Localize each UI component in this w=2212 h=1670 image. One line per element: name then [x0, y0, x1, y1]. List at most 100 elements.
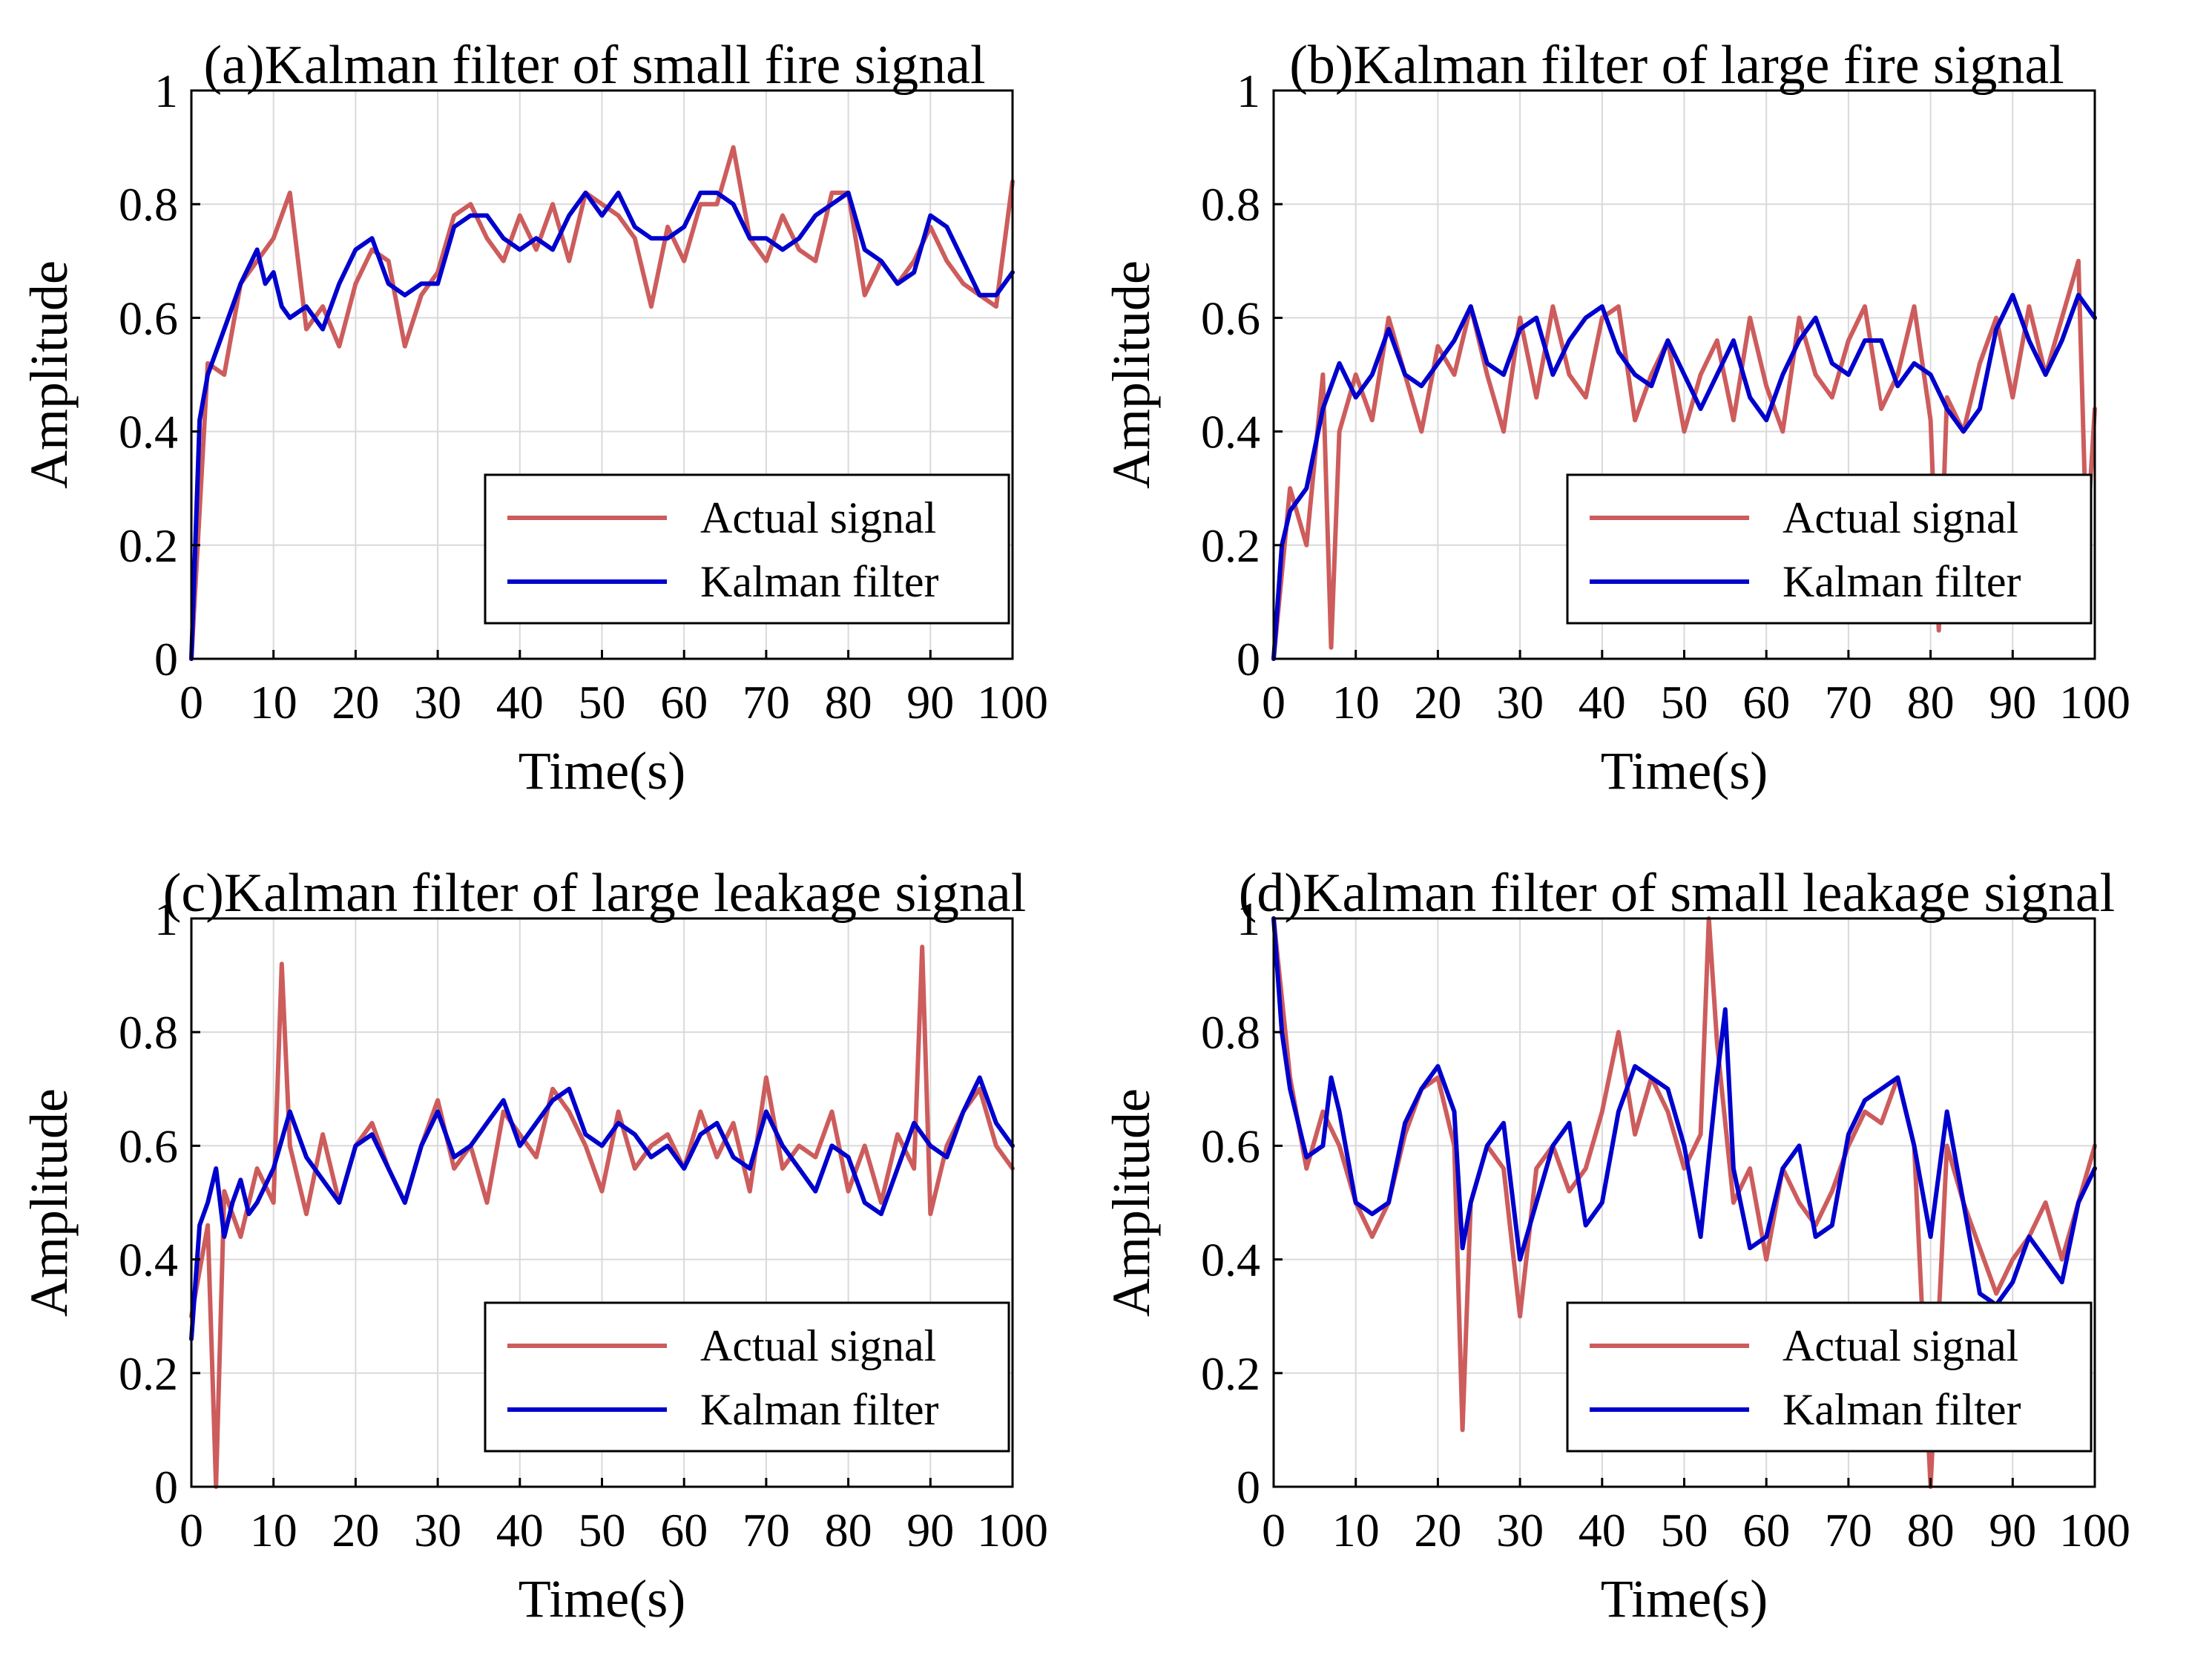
x-tick-label: 30 [1496, 676, 1544, 729]
legend: Actual signal Kalman filter [484, 1301, 1010, 1453]
legend-label-actual-signal: Actual signal [700, 493, 936, 542]
y-tick-label: 1 [154, 65, 178, 117]
y-tick-label: 0.4 [1201, 1234, 1260, 1286]
x-axis-label: Time(s) [1601, 741, 1768, 801]
x-tick-label: 80 [1907, 1504, 1955, 1556]
legend-label-kalman-filter: Kalman filter [1783, 1385, 2021, 1434]
panel-b: 0 10 20 30 40 50 60 70 80 90 100 0 0.2 0.4 0.6 0.8 1 (b)K… [1102, 35, 2130, 801]
y-tick-label: 0 [154, 633, 178, 686]
y-tick-label: 1 [1237, 892, 1260, 945]
y-tick-label: 0.8 [1201, 178, 1260, 231]
x-tick-label: 100 [2059, 676, 2130, 729]
y-tick-label: 0.4 [1201, 406, 1260, 458]
x-tick-label: 60 [660, 676, 708, 729]
y-tick-label: 0.4 [119, 1234, 178, 1286]
x-tick-label: 70 [743, 1504, 790, 1556]
x-tick-label: 30 [414, 1504, 461, 1556]
series-kalman-filter-line [189, 1075, 1015, 1341]
x-axis-label: Time(s) [1601, 1569, 1768, 1628]
y-tick-label: 0.4 [119, 406, 178, 458]
y-tick-label: 0.6 [119, 292, 178, 344]
y-axis-label: Amplitude [19, 260, 79, 489]
y-tick-label: 0.6 [119, 1120, 178, 1172]
series-actual-signal-line [189, 944, 1015, 1489]
x-tick-label: 0 [180, 1504, 203, 1556]
y-tick-label: 1 [154, 892, 178, 945]
y-tick-label: 0 [1237, 1461, 1260, 1513]
x-tick-label: 60 [1742, 1504, 1790, 1556]
x-tick-label: 50 [579, 1504, 626, 1556]
legend-label-actual-signal: Actual signal [700, 1321, 936, 1370]
panel-c: 0 10 20 30 40 50 60 70 80 90 100 0 0.2 0.4 0.6 0.8 1(c)K… [19, 863, 1048, 1628]
x-tick-label: 80 [825, 676, 872, 729]
chart-title: (d)Kalman filter of small leakage signal [1239, 863, 2116, 924]
y-tick-label: 0.2 [119, 1347, 178, 1400]
x-tick-label: 90 [1989, 1504, 2036, 1556]
y-axis-label: Amplitude [19, 1088, 79, 1317]
series-kalman-filter-line [1271, 292, 2097, 661]
x-tick-label: 10 [1332, 1504, 1380, 1556]
y-tick-label: 0.2 [1201, 1347, 1260, 1400]
legend-label-actual-signal: Actual signal [1783, 1321, 2018, 1370]
x-tick-label: 10 [1332, 676, 1380, 729]
y-tick-label: 0.2 [119, 519, 178, 572]
x-tick-label: 40 [1579, 1504, 1626, 1556]
y-tick-label: 1 [1237, 65, 1260, 117]
x-tick-label: 0 [1262, 676, 1286, 729]
series-kalman-filter-line [189, 190, 1015, 661]
x-tick-label: 90 [906, 1504, 954, 1556]
legend-label-kalman-filter: Kalman filter [700, 1385, 939, 1434]
x-tick-label: 50 [1661, 1504, 1708, 1556]
x-tick-label: 100 [2059, 1504, 2130, 1556]
x-axis-label: Time(s) [519, 1569, 685, 1628]
x-tick-label: 60 [660, 1504, 708, 1556]
x-tick-label: 40 [1579, 676, 1626, 729]
panel-d: 0 10 20 30 40 50 60 70 80 90 100 0 0.2 0.4 0.6 0.8 1(d)K… [1102, 863, 2130, 1628]
x-tick-label: 90 [1989, 676, 2036, 729]
y-tick-label: 0 [154, 1461, 178, 1513]
legend: Actual signal Kalman filter [1566, 1301, 2093, 1453]
x-axis-label: Time(s) [519, 741, 685, 801]
series-kalman-filter-line [1271, 916, 2097, 1307]
y-tick-label: 0.8 [1201, 1006, 1260, 1059]
x-tick-label: 20 [332, 1504, 379, 1556]
legend-box [1566, 473, 2093, 625]
x-tick-label: 0 [1262, 1504, 1286, 1556]
x-tick-label: 80 [1907, 676, 1955, 729]
legend: Actual signal Kalman filter [484, 473, 1010, 625]
x-tick-label: 40 [496, 1504, 544, 1556]
x-tick-label: 10 [250, 676, 297, 729]
chart-title: (b)Kalman filter of large fire signal [1289, 35, 2064, 96]
x-tick-label: 90 [906, 676, 954, 729]
y-tick-label: 0.2 [1201, 519, 1260, 572]
y-tick-label: 0.6 [1201, 292, 1260, 344]
x-tick-label: 20 [1414, 1504, 1461, 1556]
y-tick-label: 0.8 [119, 1006, 178, 1059]
x-tick-label: 70 [1825, 676, 1872, 729]
x-tick-label: 30 [414, 676, 461, 729]
x-tick-label: 30 [1496, 1504, 1544, 1556]
x-tick-label: 50 [579, 676, 626, 729]
y-axis-label: Amplitude [1102, 260, 1161, 489]
x-tick-label: 70 [1825, 1504, 1872, 1556]
legend-label-actual-signal: Actual signal [1783, 493, 2018, 542]
x-tick-label: 60 [1742, 676, 1790, 729]
chart-title: (a)Kalman filter of small fire signal [203, 35, 985, 96]
y-axis-label: Amplitude [1102, 1088, 1161, 1317]
x-tick-label: 20 [1414, 676, 1461, 729]
x-tick-label: 100 [977, 676, 1048, 729]
legend-label-kalman-filter: Kalman filter [1783, 557, 2021, 606]
x-tick-label: 40 [496, 676, 544, 729]
chart-title: (c)Kalman filter of large leakage signal [163, 863, 1027, 924]
legend-box [484, 1301, 1010, 1453]
y-tick-label: 0 [1237, 633, 1260, 686]
x-tick-label: 80 [825, 1504, 872, 1556]
legend: Actual signal Kalman filter [1566, 473, 2093, 625]
x-tick-label: 100 [977, 1504, 1048, 1556]
legend-label-kalman-filter: Kalman filter [700, 557, 939, 606]
y-tick-label: 0.8 [119, 178, 178, 231]
x-tick-label: 50 [1661, 676, 1708, 729]
legend-box [484, 473, 1010, 625]
x-tick-label: 70 [743, 676, 790, 729]
